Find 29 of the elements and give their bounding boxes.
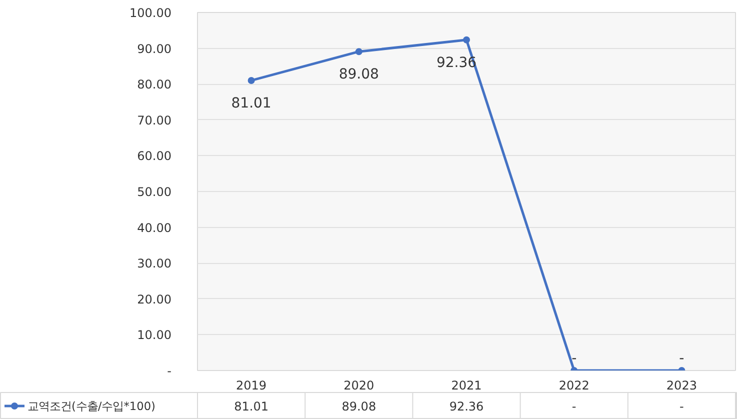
y-tick-label: - — [167, 364, 172, 378]
data-label: - — [572, 400, 576, 414]
data-label: 81.01 — [234, 400, 268, 414]
y-tick-label: 60.00 — [137, 149, 172, 164]
x-tick-label: 2023 — [666, 378, 697, 392]
y-tick-label: 50.00 — [137, 185, 172, 199]
point — [355, 48, 362, 56]
y-tick-label: 70.00 — [137, 113, 172, 128]
y-tick-label: 90.00 — [137, 42, 172, 56]
x-tick-label: 2019 — [236, 378, 267, 392]
x-tick-label: 2021 — [451, 378, 482, 392]
y-tick-label: 40.00 — [137, 220, 172, 235]
text: 89.08 — [338, 66, 379, 83]
point — [248, 76, 255, 84]
y-tick-label: 80.00 — [137, 78, 172, 92]
y-tick-label: 10.00 — [137, 328, 172, 342]
y-tick-label: 20.00 — [137, 292, 172, 306]
y-tick-label: 100.00 — [130, 6, 172, 20]
text: 81.01 — [231, 95, 272, 112]
data-label: 92.36 — [449, 400, 484, 414]
text: - — [572, 350, 577, 366]
point — [463, 36, 470, 44]
text: - — [679, 350, 684, 366]
data-label: 89.08 — [342, 400, 376, 414]
legend-label: 교역조건(수출/수입*100) — [28, 399, 156, 413]
x-tick-label: 2022 — [558, 378, 590, 392]
x-tick-label: 2020 — [344, 378, 374, 392]
data-label: - — [680, 400, 684, 414]
y-tick-label: 30.00 — [137, 256, 172, 271]
